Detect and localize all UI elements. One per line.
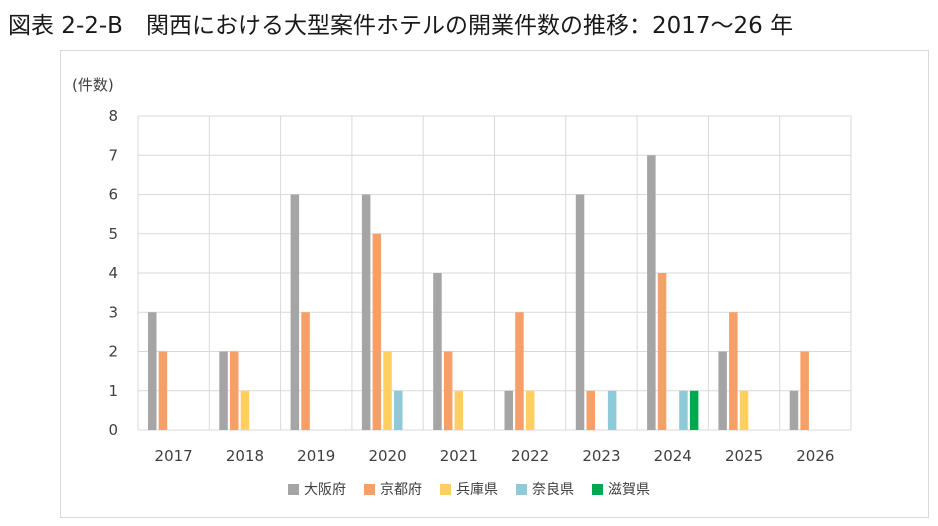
x-tick-label: 2019 (297, 447, 335, 465)
legend-item: 奈良県 (516, 479, 574, 499)
legend-label: 大阪府 (304, 482, 346, 498)
bar-2024-大阪府 (647, 155, 656, 430)
y-tick-label: 6 (108, 186, 118, 204)
x-tick-label: 2022 (511, 447, 549, 465)
y-tick-label: 4 (108, 264, 118, 282)
y-axis-unit-label: (件数) (72, 76, 114, 94)
bar-2023-京都府 (586, 390, 595, 430)
y-tick-label: 5 (108, 225, 118, 243)
x-tick-label: 2018 (226, 447, 264, 465)
bar-2023-大阪府 (575, 194, 585, 430)
bar-2024-京都府 (657, 273, 667, 430)
x-tick-label: 2026 (796, 447, 834, 465)
x-tick-label: 2024 (654, 447, 692, 465)
bar-2025-兵庫県 (739, 390, 749, 430)
legend-swatch (440, 483, 451, 495)
bar-2025-大阪府 (718, 351, 727, 430)
y-tick-label: 3 (108, 303, 118, 321)
x-tick-label: 2025 (725, 447, 763, 465)
bar-2025-京都府 (729, 312, 738, 430)
legend-label: 京都府 (380, 482, 422, 498)
bar-2021-兵庫県 (454, 390, 464, 430)
bar-2020-京都府 (372, 233, 382, 430)
bar-2018-京都府 (230, 351, 239, 430)
bar-2023-奈良県 (607, 390, 617, 430)
bar-2017-大阪府 (148, 312, 157, 430)
bar-2022-兵庫県 (525, 390, 535, 430)
chart-area (60, 50, 929, 518)
bar-2020-大阪府 (361, 194, 371, 430)
y-tick-label: 2 (108, 343, 118, 361)
bar-2019-大阪府 (290, 194, 300, 430)
legend-swatch (592, 483, 603, 495)
bar-2020-兵庫県 (383, 351, 392, 430)
legend-swatch (288, 483, 299, 495)
x-tick-label: 2017 (155, 447, 193, 465)
bar-2026-京都府 (800, 351, 809, 430)
bar-2019-京都府 (301, 312, 310, 430)
legend-label: 滋賀県 (608, 482, 650, 498)
legend-label: 奈良県 (532, 482, 574, 498)
legend-swatch (516, 483, 527, 495)
legend-item: 滋賀県 (592, 479, 650, 499)
legend-label: 兵庫県 (456, 482, 498, 498)
bar-2026-大阪府 (789, 390, 799, 430)
legend-item: 大阪府 (288, 479, 346, 499)
bar-2024-奈良県 (679, 390, 688, 430)
bar-2024-滋賀県 (689, 390, 699, 430)
y-tick-label: 1 (108, 382, 118, 400)
figure-title: 図表 2-2-B 関西における大型案件ホテルの開業件数の推移：2017～26 年 (8, 13, 794, 39)
legend-swatch (364, 483, 375, 495)
chart-legend: 大阪府 京都府 兵庫県 奈良県 滋賀県 (0, 479, 938, 499)
bar-2020-奈良県 (394, 390, 403, 430)
bar-2022-京都府 (515, 312, 524, 430)
bar-2018-大阪府 (219, 351, 228, 430)
bar-2021-大阪府 (433, 273, 442, 430)
x-tick-label: 2020 (368, 447, 406, 465)
bar-2021-京都府 (443, 351, 453, 430)
x-tick-label: 2021 (440, 447, 478, 465)
y-tick-label: 7 (108, 146, 118, 164)
x-tick-label: 2023 (582, 447, 620, 465)
y-tick-label: 8 (108, 107, 118, 125)
y-tick-label: 0 (108, 421, 118, 439)
legend-item: 京都府 (364, 479, 422, 499)
bar-2017-京都府 (158, 351, 168, 430)
bar-2022-大阪府 (504, 390, 513, 430)
legend-item: 兵庫県 (440, 479, 498, 499)
bar-2018-兵庫県 (240, 390, 250, 430)
